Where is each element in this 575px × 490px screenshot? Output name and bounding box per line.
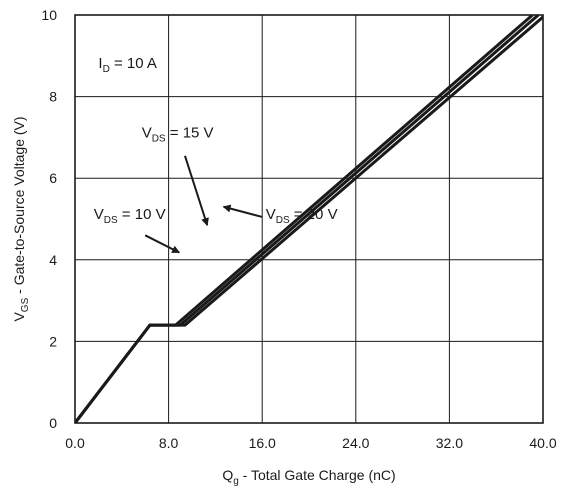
annotation-arrow — [184, 155, 209, 227]
annotation-arrow — [144, 234, 181, 254]
x-tick-label: 0.0 — [65, 435, 85, 451]
y-tick-label: 6 — [49, 170, 57, 186]
annotation-arrow — [222, 204, 263, 218]
plot-frame — [74, 14, 544, 424]
y-tick-label: 10 — [41, 7, 57, 23]
y-tick-label: 8 — [49, 89, 57, 105]
x-tick-label: 32.0 — [436, 435, 463, 451]
x-tick-label: 8.0 — [159, 435, 179, 451]
x-tick-label: 40.0 — [529, 435, 556, 451]
grid — [75, 15, 543, 423]
annotation-vds15: VDS = 15 V — [142, 124, 214, 144]
annotation-vds10: VDS = 10 V — [94, 206, 166, 226]
y-tick-label: 0 — [49, 415, 57, 431]
y-tick-label: 4 — [49, 252, 57, 268]
y-tick-labels: 0 2 4 6 8 10 — [41, 7, 57, 431]
annotations: ID = 10 A VDS = 15 V VDS = 10 V VDS = 20 V — [94, 55, 338, 254]
series-line — [75, 15, 543, 423]
x-axis-label: Qg - Total Gate Charge (nC) — [222, 467, 395, 487]
x-tick-label: 16.0 — [249, 435, 276, 451]
y-tick-label: 2 — [49, 333, 57, 349]
annotation-id: ID = 10 A — [98, 55, 157, 75]
x-tick-labels: 0.0 8.0 16.0 24.0 32.0 40.0 — [65, 435, 557, 451]
y-axis-label: VGS - Gate-to-Source Voltage (V) — [11, 116, 31, 321]
x-tick-label: 24.0 — [342, 435, 369, 451]
annotation-vds20: VDS = 20 V — [266, 206, 338, 226]
series-lines — [75, 15, 543, 423]
